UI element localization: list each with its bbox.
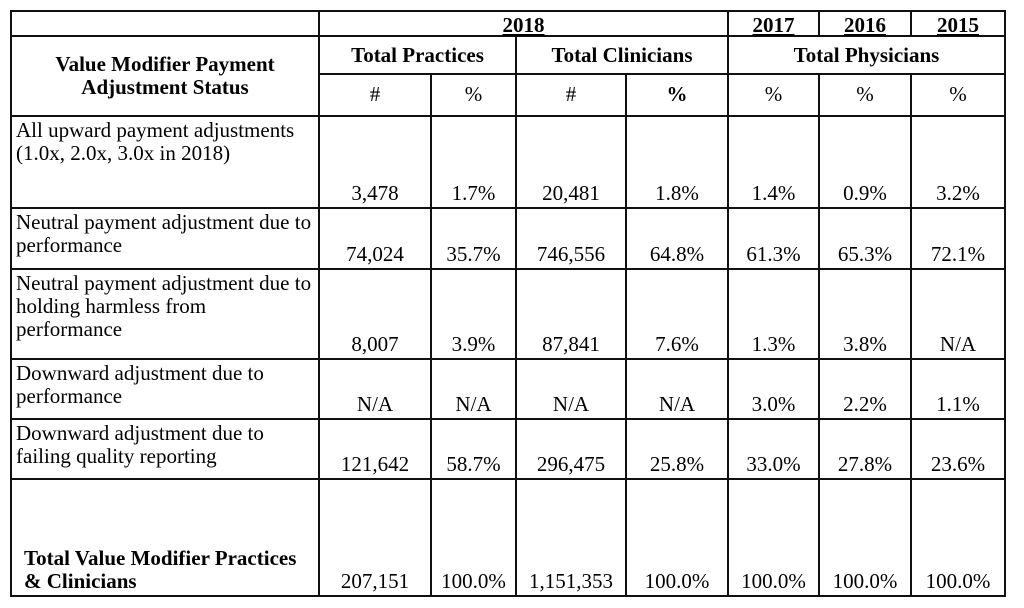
table-cell: 3.9% [430,268,517,360]
sub-header: # [318,73,432,117]
table-cell: 1.7% [430,115,517,209]
total-practices-header: Total Practices [318,35,517,75]
table-cell: 1.4% [727,115,820,209]
table-cell: N/A [318,358,432,420]
year-2015-header: 2015 [910,10,1006,37]
table-row: Neutral payment adjustment due to perfor… [10,207,1006,270]
row-label: Downward adjustment due to failing quali… [10,418,320,480]
sub-header: % [727,73,820,117]
table-cell: 0.9% [818,115,912,209]
table-cell: 58.7% [430,418,517,480]
sub-header: % [910,73,1006,117]
table-cell: 35.7% [430,207,517,270]
table-cell: 87,841 [515,268,627,360]
corner-cell [10,10,320,37]
table-cell: 3,478 [318,115,432,209]
table-cell: 100.0% [625,478,729,597]
year-2018-header: 2018 [318,10,729,37]
year-2017-header: 2017 [727,10,820,37]
table-row: All upward payment adjustments (1.0x, 2.… [10,115,1006,209]
table-cell: N/A [515,358,627,420]
table-cell: N/A [430,358,517,420]
table-cell: 100.0% [430,478,517,597]
table-cell: 100.0% [910,478,1006,597]
table-cell: 1.3% [727,268,820,360]
value-modifier-table: 2018 2017 2016 2015 Value Modifier Payme… [10,10,1006,597]
table-cell: 121,642 [318,418,432,480]
total-clinicians-header: Total Clinicians [515,35,729,75]
row-label: Total Value Modifier Practices & Clinici… [10,478,320,597]
table-cell: 3.0% [727,358,820,420]
table-cell: 25.8% [625,418,729,480]
table-cell: 1.8% [625,115,729,209]
sub-header: % [430,73,517,117]
table-row: Downward adjustment due to failing quali… [10,418,1006,480]
table-cell: 8,007 [318,268,432,360]
table-cell: 72.1% [910,207,1006,270]
year-2016-header: 2016 [818,10,912,37]
sub-header: % [818,73,912,117]
table-cell: 3.2% [910,115,1006,209]
table-cell: 100.0% [818,478,912,597]
table-cell: 65.3% [818,207,912,270]
table-cell: 20,481 [515,115,627,209]
row-label: All upward payment adjustments (1.0x, 2.… [10,115,320,209]
table-cell: 3.8% [818,268,912,360]
table-cell: 746,556 [515,207,627,270]
row-label: Neutral payment adjustment due to perfor… [10,207,320,270]
total-physicians-header: Total Physicians [727,35,1006,75]
row-label: Neutral payment adjustment due to holdin… [10,268,320,360]
table-cell: 296,475 [515,418,627,480]
table-row: Total Value Modifier Practices & Clinici… [10,478,1006,597]
sub-header: # [515,73,627,117]
table-cell: 100.0% [727,478,820,597]
table-cell: N/A [625,358,729,420]
table-cell: 23.6% [910,418,1006,480]
table-cell: 33.0% [727,418,820,480]
table-cell: N/A [910,268,1006,360]
table-cell: 27.8% [818,418,912,480]
table-cell: 61.3% [727,207,820,270]
table-cell: 64.8% [625,207,729,270]
table-cell: 74,024 [318,207,432,270]
table-cell: 207,151 [318,478,432,597]
table-row: Downward adjustment due to performance N/… [10,358,1006,420]
table-cell: 1.1% [910,358,1006,420]
row-label: Downward adjustment due to performance [10,358,320,420]
row-label-header: Value Modifier Payment Adjustment Status [10,35,320,117]
sub-header: % [625,73,729,117]
table-cell: 7.6% [625,268,729,360]
table-row: Neutral payment adjustment due to holdin… [10,268,1006,360]
table-cell: 2.2% [818,358,912,420]
table-cell: 1,151,353 [515,478,627,597]
